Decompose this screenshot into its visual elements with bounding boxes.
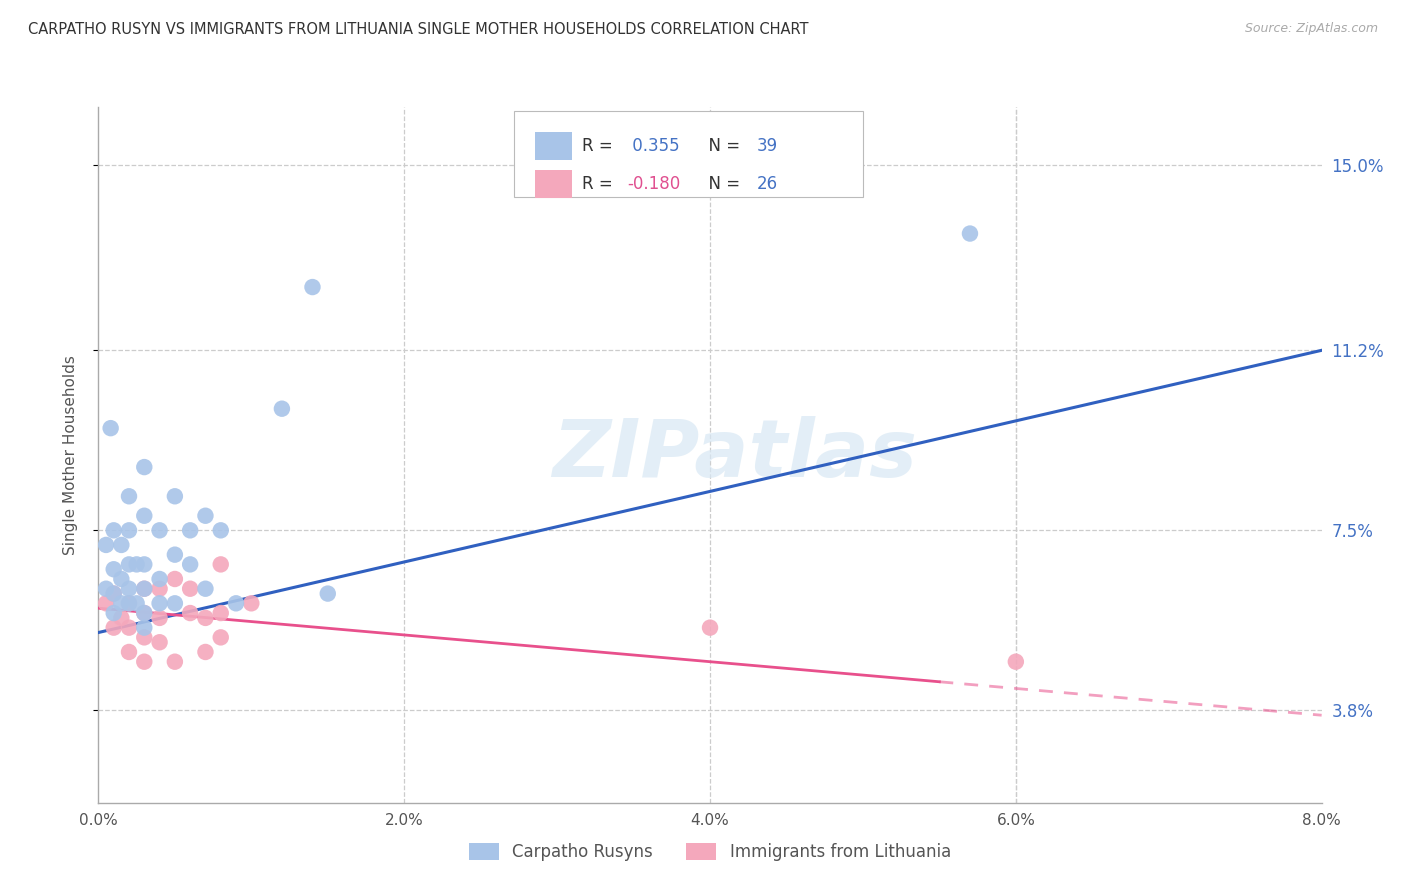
Point <box>225 596 247 610</box>
Point <box>103 562 125 576</box>
Text: N =: N = <box>697 176 745 194</box>
Point <box>118 645 141 659</box>
Point <box>134 655 156 669</box>
Point <box>209 558 232 572</box>
Text: -0.180: -0.180 <box>627 176 681 194</box>
Point <box>94 582 117 596</box>
Point <box>179 582 201 596</box>
Text: 0.355: 0.355 <box>627 137 679 155</box>
Point <box>194 645 217 659</box>
Point <box>194 611 217 625</box>
Point <box>134 582 156 596</box>
FancyBboxPatch shape <box>515 111 863 197</box>
Point <box>134 508 156 523</box>
Point <box>699 621 721 635</box>
Point <box>163 548 186 562</box>
Point <box>959 227 981 241</box>
Point <box>149 596 172 610</box>
Point <box>110 596 132 610</box>
Point <box>103 606 125 620</box>
Point <box>110 538 132 552</box>
Point <box>301 280 323 294</box>
Point <box>118 524 141 538</box>
Point <box>149 572 172 586</box>
Point <box>194 508 217 523</box>
Legend: Carpatho Rusyns, Immigrants from Lithuania: Carpatho Rusyns, Immigrants from Lithuan… <box>463 836 957 868</box>
Point <box>134 631 156 645</box>
Point <box>240 596 263 610</box>
Point <box>179 558 201 572</box>
Point <box>1004 655 1026 669</box>
Point <box>110 611 132 625</box>
Y-axis label: Single Mother Households: Single Mother Households <box>63 355 77 555</box>
Point <box>103 621 125 635</box>
Point <box>316 586 339 600</box>
Point <box>163 596 186 610</box>
Point <box>179 606 201 620</box>
Point <box>134 558 156 572</box>
Point <box>163 572 186 586</box>
Text: 39: 39 <box>756 137 778 155</box>
Text: R =: R = <box>582 176 617 194</box>
Point <box>149 611 172 625</box>
Point <box>134 460 156 475</box>
Point <box>149 582 172 596</box>
Point <box>125 596 148 610</box>
Point <box>134 606 156 620</box>
Point <box>118 558 141 572</box>
Point <box>118 489 141 503</box>
Point <box>209 631 232 645</box>
Point <box>94 596 117 610</box>
Point <box>94 538 117 552</box>
Point <box>149 635 172 649</box>
Point <box>209 524 232 538</box>
Text: R =: R = <box>582 137 617 155</box>
Point <box>103 586 125 600</box>
Text: CARPATHO RUSYN VS IMMIGRANTS FROM LITHUANIA SINGLE MOTHER HOUSEHOLDS CORRELATION: CARPATHO RUSYN VS IMMIGRANTS FROM LITHUA… <box>28 22 808 37</box>
Point <box>270 401 294 416</box>
Point <box>100 421 122 435</box>
Point <box>118 596 141 610</box>
FancyBboxPatch shape <box>536 132 572 160</box>
Point <box>149 524 172 538</box>
Point <box>103 586 125 600</box>
Point <box>134 606 156 620</box>
Point <box>134 621 156 635</box>
Point <box>209 606 232 620</box>
Text: N =: N = <box>697 137 745 155</box>
Point <box>163 655 186 669</box>
Point <box>118 621 141 635</box>
Point <box>103 524 125 538</box>
Point <box>179 524 201 538</box>
FancyBboxPatch shape <box>536 170 572 198</box>
Point <box>118 582 141 596</box>
Text: Source: ZipAtlas.com: Source: ZipAtlas.com <box>1244 22 1378 36</box>
Point <box>110 572 132 586</box>
Text: ZIPatlas: ZIPatlas <box>553 416 917 494</box>
Point <box>125 558 148 572</box>
Point <box>194 582 217 596</box>
Text: 26: 26 <box>756 176 778 194</box>
Point <box>134 582 156 596</box>
Point <box>118 596 141 610</box>
Point <box>163 489 186 503</box>
